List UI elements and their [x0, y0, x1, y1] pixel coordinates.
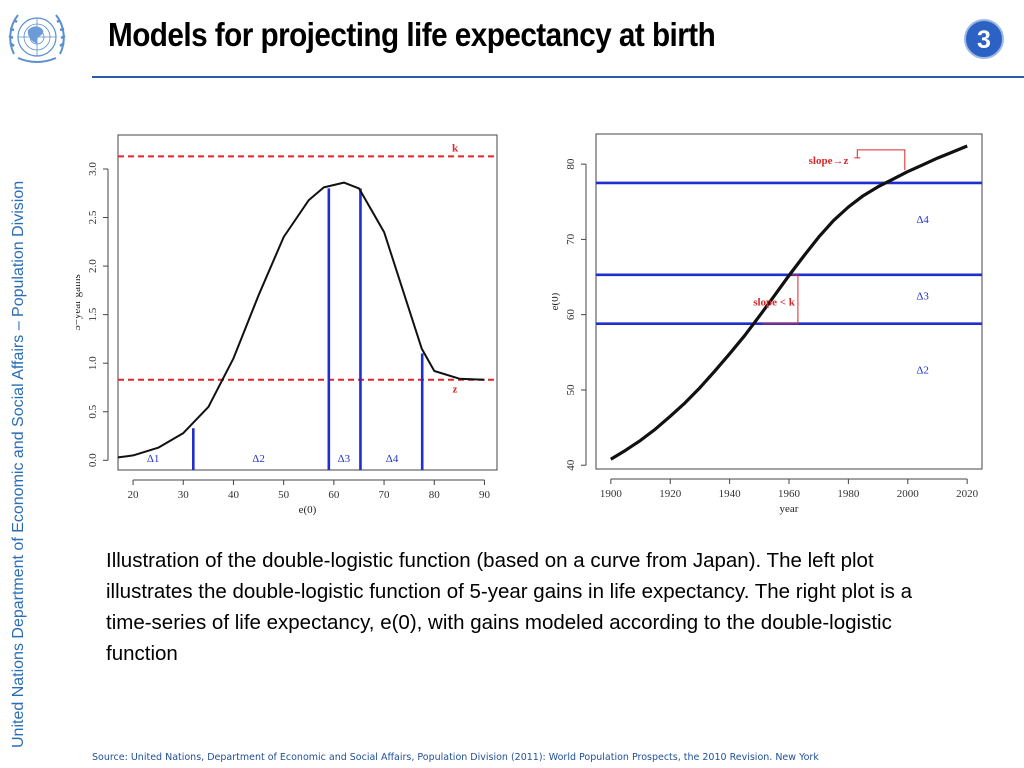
x-tick-label: 1920: [659, 488, 682, 500]
x-tick-label: 1960: [778, 488, 801, 500]
x-tick-label: 50: [278, 489, 290, 501]
y-tick-label: 80: [565, 158, 577, 170]
y-tick-label: 1.0: [87, 356, 99, 370]
data-series-curve: [609, 144, 968, 461]
x-tick-label: 2000: [897, 488, 920, 500]
reference-line-label-z: z: [453, 384, 458, 396]
slide-number-badge: 3: [964, 19, 1004, 59]
x-tick-label: 80: [429, 489, 441, 501]
y-tick-label: 1.5: [87, 307, 99, 321]
plot-frame: [117, 134, 498, 471]
slide-number: 3: [977, 26, 991, 54]
slope-annotation-label: slope→z: [809, 155, 849, 167]
data-series-curve: [117, 181, 485, 459]
x-tick-label: 1940: [719, 488, 742, 500]
delta-region-label: Δ2: [916, 364, 929, 376]
x-tick-label: 70: [379, 489, 391, 501]
y-tick-label: 3.0: [87, 162, 99, 176]
organization-sidebar-text: United Nations Department of Economic an…: [10, 180, 27, 748]
x-axis-label: e(0): [299, 504, 317, 516]
delta-region-label: Δ2: [252, 453, 265, 465]
slope-annotation-label: slope < k: [753, 297, 796, 309]
y-tick-label: 2.0: [87, 259, 99, 273]
x-tick-label: 60: [328, 489, 340, 501]
x-tick-label: 2020: [956, 488, 979, 500]
x-axis-label: year: [780, 503, 799, 515]
y-tick-label: 70: [565, 233, 577, 245]
slide-title: Models for projecting life expectancy at…: [108, 16, 716, 53]
x-tick-label: 90: [479, 489, 491, 501]
figure-caption: Illustration of the double-logistic func…: [106, 549, 913, 665]
delta-region-label: Δ1: [147, 453, 160, 465]
x-tick-label: 30: [178, 489, 190, 501]
left-plot-gains-chart: 20 30 40 50 60 70 80 90 e(0) 0.0 0.5 1.0 1.5 2.0 2.5 3.…: [76, 134, 498, 516]
x-tick-label: 20: [128, 489, 140, 501]
title-rule: [92, 76, 1024, 78]
y-tick-label: 2.5: [87, 210, 99, 224]
delta-region-label: Δ3: [338, 453, 351, 465]
delta-region-label: Δ4: [916, 214, 929, 226]
y-tick-label: 60: [565, 309, 577, 321]
un-emblem-logo: [8, 14, 66, 63]
slope-to-z-bracket: [856, 149, 906, 171]
source-note: Source: United Nations, Department of Ec…: [92, 752, 819, 763]
x-tick-label: 1900: [600, 488, 623, 500]
y-tick-label: 40: [565, 459, 577, 471]
y-tick-label: 50: [565, 384, 577, 396]
delta-region-label: Δ3: [916, 291, 929, 303]
x-tick-label: 1980: [837, 488, 860, 500]
y-axis-label: e(0): [552, 292, 561, 310]
y-tick-label: 0.0: [87, 453, 99, 467]
slope-less-than-k-bracket: [762, 274, 799, 325]
reference-line-label-k: k: [452, 142, 459, 154]
plot-frame: [595, 133, 983, 470]
delta-region-label: Δ4: [386, 453, 399, 465]
x-tick-label: 40: [228, 489, 240, 501]
right-plot-e0-timeseries-chart: 1900 1920 1940 1960 1980 2000 2020 year 40 50 60 70…: [552, 133, 983, 515]
y-tick-label: 0.5: [87, 404, 99, 418]
y-axis-label: 5−year gains: [76, 274, 83, 331]
